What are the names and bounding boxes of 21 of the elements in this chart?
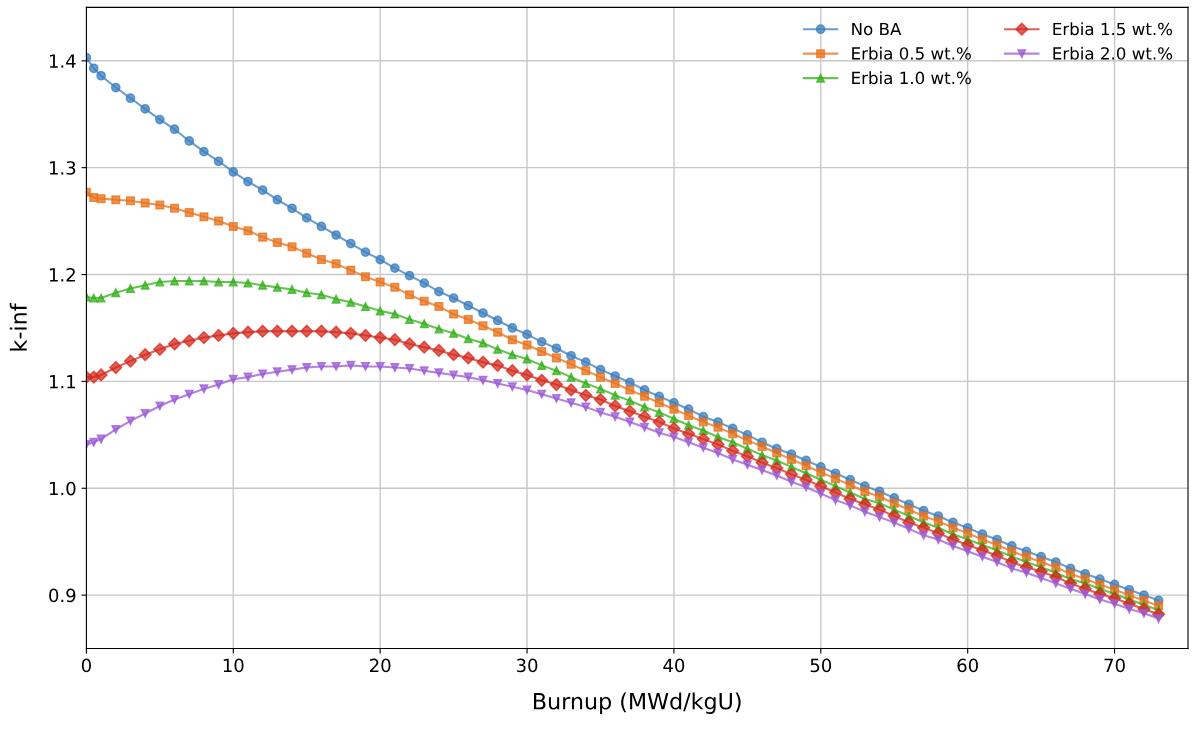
y-axis-title: k-inf <box>9 303 27 351</box>
x-tick-label: 0 <box>81 658 91 673</box>
y-tick-label: 1.0 <box>49 481 76 496</box>
legend-label: Erbia 2.0 wt.% <box>1053 46 1173 60</box>
x-tick-label: 50 <box>810 658 832 673</box>
y-tick-label: 1.1 <box>49 375 76 389</box>
legend-label: Erbia 0.5 wt.% <box>852 46 971 60</box>
legend-label: No BA <box>852 22 902 36</box>
legend-label: Erbia 1.5 wt.% <box>1053 22 1173 36</box>
x-tick-label: 40 <box>663 658 685 673</box>
x-tick-label: 20 <box>370 658 391 673</box>
y-tick-label: 1.3 <box>49 161 76 175</box>
x-axis-title: Burnup (MWd/kgU) <box>534 692 741 714</box>
x-tick-label: 30 <box>516 658 538 673</box>
legend-label: Erbia 1.0 wt.% <box>852 71 971 85</box>
x-tick-label: 10 <box>223 658 244 673</box>
y-tick-label: 1.2 <box>49 267 75 282</box>
y-tick-label: 1.4 <box>49 54 76 68</box>
x-tick-label: 60 <box>957 658 978 673</box>
x-tick-label: 70 <box>1104 658 1125 673</box>
y-tick-label: 0.9 <box>49 588 76 603</box>
